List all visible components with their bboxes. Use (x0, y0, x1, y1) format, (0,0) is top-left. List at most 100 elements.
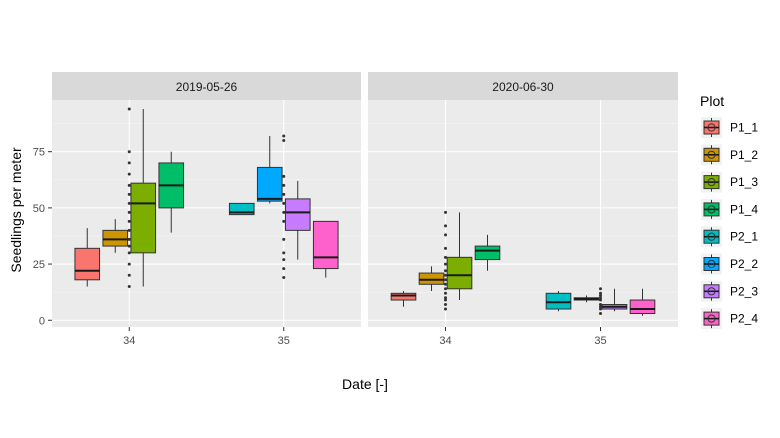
data-point (282, 251, 286, 255)
y-tick-label: 75 (33, 147, 45, 159)
data-point (444, 233, 447, 237)
facet-strip-label: 2019-05-26 (176, 80, 238, 94)
data-point (444, 303, 447, 307)
data-point (282, 219, 286, 223)
data-point (444, 296, 447, 300)
data-point (599, 294, 602, 298)
data-point (127, 262, 131, 266)
data-point (127, 172, 131, 176)
legend-label-P2_4: P2_4 (730, 312, 758, 326)
data-point (444, 210, 447, 214)
y-axis-title: Seedlings per meter (8, 147, 24, 273)
x-tick-label: 34 (123, 335, 135, 347)
legend: Plot P1_1 P1_2 P1_3 P1_4 P2_1 P2_2 P2_3 P2_4 (700, 93, 758, 330)
x-tick-label: 35 (594, 335, 606, 347)
x-tick-label: 35 (278, 335, 290, 347)
box-P2_4 (312, 220, 339, 270)
data-point (599, 296, 602, 300)
box-P1_2 (102, 229, 129, 247)
legend-title: Plot (700, 93, 724, 109)
facet-strip (52, 72, 361, 100)
legend-label-P1_3: P1_3 (730, 175, 758, 189)
legend-label-P2_1: P2_1 (730, 230, 758, 244)
legend-key-point (707, 123, 716, 132)
data-point (444, 278, 447, 282)
data-point (127, 285, 131, 289)
data-point (127, 251, 131, 255)
y-tick-label: 0 (39, 315, 45, 327)
data-point (127, 210, 131, 214)
data-point (282, 258, 286, 262)
data-point (444, 307, 447, 311)
box-P2_3 (284, 198, 311, 231)
facet-strip-label: 2020-06-30 (492, 80, 554, 94)
y-tick-label: 25 (33, 259, 45, 271)
panels-layer: 2019-05-26 34 35 0 25 50 75 2020-06-30 34 35 (33, 72, 678, 347)
data-point (599, 291, 602, 295)
box-P1_3 (446, 256, 473, 290)
data-point (599, 312, 602, 316)
data-point (444, 246, 447, 250)
legend-key-point (707, 287, 716, 296)
data-point (127, 228, 131, 232)
data-point (282, 192, 286, 196)
data-point (444, 262, 447, 266)
data-point (127, 201, 131, 205)
legend-label-P1_1: P1_1 (730, 121, 758, 135)
data-point (282, 237, 286, 241)
data-point (282, 201, 286, 205)
data-point (282, 267, 286, 271)
legend-key-point (707, 150, 716, 159)
panel-background (52, 100, 361, 327)
data-point (599, 287, 602, 291)
data-point (444, 291, 447, 295)
data-point (127, 244, 131, 248)
data-point (282, 183, 286, 187)
data-point (282, 174, 286, 178)
legend-key-point (707, 314, 716, 323)
box-P1_1 (74, 247, 101, 281)
data-point (282, 276, 286, 280)
legend-key-point (707, 259, 716, 269)
legend-key-point (707, 178, 716, 187)
data-point (599, 303, 602, 307)
data-point (127, 273, 131, 277)
y-tick-label: 50 (33, 203, 45, 215)
data-point (282, 138, 286, 142)
data-point (599, 298, 602, 302)
data-point (444, 282, 447, 286)
box-P1_4 (474, 245, 501, 261)
box-P1_2 (418, 272, 445, 285)
box-P1_1 (390, 292, 417, 301)
box-P2_1 (228, 202, 255, 216)
data-point (444, 255, 447, 259)
data-point (282, 210, 286, 214)
data-point (444, 287, 447, 291)
data-point (444, 224, 447, 228)
data-point (444, 273, 447, 277)
legend-label-P1_4: P1_4 (730, 202, 758, 216)
data-point (444, 298, 447, 302)
data-point (127, 161, 131, 165)
legend-key-point (707, 205, 716, 214)
x-axis-title: Date [-] (342, 376, 388, 392)
data-point (127, 183, 131, 187)
data-point (444, 269, 447, 273)
x-tick-label: 34 (439, 335, 451, 347)
box-P2_4 (629, 299, 656, 315)
data-point (127, 150, 131, 154)
data-point (599, 307, 602, 311)
data-point (599, 305, 602, 309)
box-P2_2 (256, 166, 283, 202)
legend-label-P2_3: P2_3 (730, 284, 758, 298)
facet-strip (368, 72, 678, 100)
data-point (282, 134, 286, 138)
data-point (127, 107, 131, 111)
data-point (127, 219, 131, 223)
legend-label-P2_2: P2_2 (730, 257, 758, 271)
legend-key-point (707, 232, 716, 241)
data-point (127, 192, 131, 196)
legend-label-P1_2: P1_2 (730, 148, 758, 162)
box-P1_3 (130, 182, 157, 254)
